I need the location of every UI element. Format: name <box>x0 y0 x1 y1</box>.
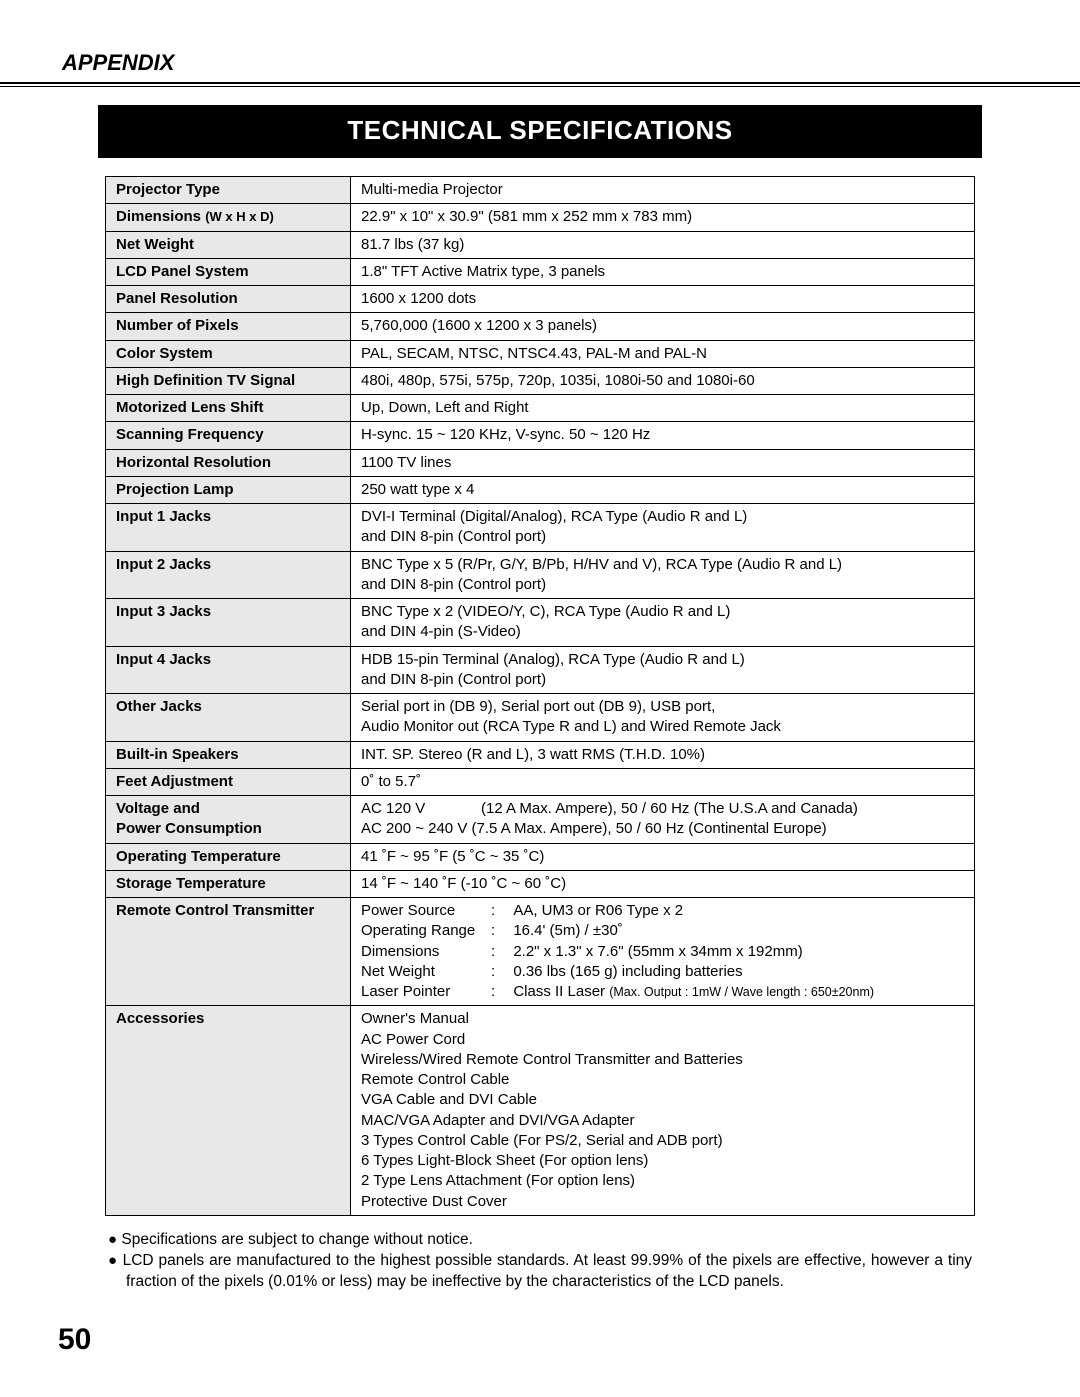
notes-block: ● Specifications are subject to change w… <box>108 1230 972 1293</box>
spec-label: Accessories <box>106 1006 351 1216</box>
spec-label: Number of Pixels <box>106 313 351 340</box>
spec-label: Remote Control Transmitter <box>106 898 351 1006</box>
spec-label: Storage Temperature <box>106 870 351 897</box>
spec-label: Color System <box>106 340 351 367</box>
spec-label: Voltage andPower Consumption <box>106 796 351 844</box>
spec-label: Input 2 Jacks <box>106 551 351 599</box>
spec-label: Built-in Speakers <box>106 741 351 768</box>
spec-label: LCD Panel System <box>106 258 351 285</box>
spec-value: Power Source: AA, UM3 or R06 Type x 2Ope… <box>351 898 975 1006</box>
spec-value: 22.9" x 10" x 30.9" (581 mm x 252 mm x 7… <box>351 204 975 231</box>
spec-value: AC 120 V(12 A Max. Ampere), 50 / 60 Hz (… <box>351 796 975 844</box>
spec-value: H-sync. 15 ~ 120 KHz, V-sync. 50 ~ 120 H… <box>351 422 975 449</box>
spec-value: BNC Type x 2 (VIDEO/Y, C), RCA Type (Aud… <box>351 599 975 647</box>
spec-label: Input 4 Jacks <box>106 646 351 694</box>
table-row-accessories: AccessoriesOwner's ManualAC Power CordWi… <box>106 1006 975 1216</box>
spec-value: 0˚ to 5.7˚ <box>351 768 975 795</box>
spec-label: Input 1 Jacks <box>106 504 351 552</box>
table-row: Projection Lamp250 watt type x 4 <box>106 476 975 503</box>
table-row: Net Weight81.7 lbs (37 kg) <box>106 231 975 258</box>
table-row: Input 3 JacksBNC Type x 2 (VIDEO/Y, C), … <box>106 599 975 647</box>
table-row: Built-in SpeakersINT. SP. Stereo (R and … <box>106 741 975 768</box>
table-row: Storage Temperature14 ˚F ~ 140 ˚F (-10 ˚… <box>106 870 975 897</box>
table-row: Horizontal Resolution1100 TV lines <box>106 449 975 476</box>
double-rule <box>0 82 1080 87</box>
spec-label: Panel Resolution <box>106 286 351 313</box>
appendix-header: APPENDIX <box>58 50 1022 76</box>
table-row: Motorized Lens ShiftUp, Down, Left and R… <box>106 395 975 422</box>
spec-value: 250 watt type x 4 <box>351 476 975 503</box>
spec-label: Projector Type <box>106 177 351 204</box>
spec-value: 14 ˚F ~ 140 ˚F (-10 ˚C ~ 60 ˚C) <box>351 870 975 897</box>
table-row: Other JacksSerial port in (DB 9), Serial… <box>106 694 975 742</box>
spec-value: Serial port in (DB 9), Serial port out (… <box>351 694 975 742</box>
spec-label: Dimensions (W x H x D) <box>106 204 351 231</box>
spec-value: Up, Down, Left and Right <box>351 395 975 422</box>
spec-value: BNC Type x 5 (R/Pr, G/Y, B/Pb, H/HV and … <box>351 551 975 599</box>
spec-label: Scanning Frequency <box>106 422 351 449</box>
spec-value: DVI-I Terminal (Digital/Analog), RCA Typ… <box>351 504 975 552</box>
spec-value: INT. SP. Stereo (R and L), 3 watt RMS (T… <box>351 741 975 768</box>
table-row: Dimensions (W x H x D)22.9" x 10" x 30.9… <box>106 204 975 231</box>
table-row: Input 1 JacksDVI-I Terminal (Digital/Ana… <box>106 504 975 552</box>
spec-value: Owner's ManualAC Power CordWireless/Wire… <box>351 1006 975 1216</box>
spec-value: 5,760,000 (1600 x 1200 x 3 panels) <box>351 313 975 340</box>
note-item: ● LCD panels are manufactured to the hig… <box>108 1251 972 1293</box>
spec-label: Projection Lamp <box>106 476 351 503</box>
spec-value: 1.8" TFT Active Matrix type, 3 panels <box>351 258 975 285</box>
spec-label: Horizontal Resolution <box>106 449 351 476</box>
table-row: Input 4 JacksHDB 15-pin Terminal (Analog… <box>106 646 975 694</box>
table-row: High Definition TV Signal480i, 480p, 575… <box>106 367 975 394</box>
spec-value: PAL, SECAM, NTSC, NTSC4.43, PAL-M and PA… <box>351 340 975 367</box>
spec-label: Feet Adjustment <box>106 768 351 795</box>
table-row-remote: Remote Control TransmitterPower Source: … <box>106 898 975 1006</box>
spec-label: Input 3 Jacks <box>106 599 351 647</box>
note-item: ● Specifications are subject to change w… <box>108 1230 972 1251</box>
spec-table: Projector TypeMulti-media ProjectorDimen… <box>105 176 975 1216</box>
spec-value: 81.7 lbs (37 kg) <box>351 231 975 258</box>
spec-value: 1600 x 1200 dots <box>351 286 975 313</box>
spec-value: 1100 TV lines <box>351 449 975 476</box>
table-row: Projector TypeMulti-media Projector <box>106 177 975 204</box>
spec-value: 480i, 480p, 575i, 575p, 720p, 1035i, 108… <box>351 367 975 394</box>
table-row: Color SystemPAL, SECAM, NTSC, NTSC4.43, … <box>106 340 975 367</box>
table-row: LCD Panel System1.8" TFT Active Matrix t… <box>106 258 975 285</box>
spec-label: High Definition TV Signal <box>106 367 351 394</box>
table-row: Number of Pixels5,760,000 (1600 x 1200 x… <box>106 313 975 340</box>
spec-value: 41 ˚F ~ 95 ˚F (5 ˚C ~ 35 ˚C) <box>351 843 975 870</box>
table-row: Scanning FrequencyH-sync. 15 ~ 120 KHz, … <box>106 422 975 449</box>
spec-label: Motorized Lens Shift <box>106 395 351 422</box>
spec-value: HDB 15-pin Terminal (Analog), RCA Type (… <box>351 646 975 694</box>
page-number: 50 <box>58 1323 91 1357</box>
title-bar: TECHNICAL SPECIFICATIONS <box>98 105 982 158</box>
spec-label: Net Weight <box>106 231 351 258</box>
table-row: Feet Adjustment0˚ to 5.7˚ <box>106 768 975 795</box>
table-row: Operating Temperature41 ˚F ~ 95 ˚F (5 ˚C… <box>106 843 975 870</box>
table-row-voltage: Voltage andPower ConsumptionAC 120 V(12 … <box>106 796 975 844</box>
spec-value: Multi-media Projector <box>351 177 975 204</box>
spec-label: Operating Temperature <box>106 843 351 870</box>
spec-label: Other Jacks <box>106 694 351 742</box>
table-row: Panel Resolution1600 x 1200 dots <box>106 286 975 313</box>
table-row: Input 2 JacksBNC Type x 5 (R/Pr, G/Y, B/… <box>106 551 975 599</box>
